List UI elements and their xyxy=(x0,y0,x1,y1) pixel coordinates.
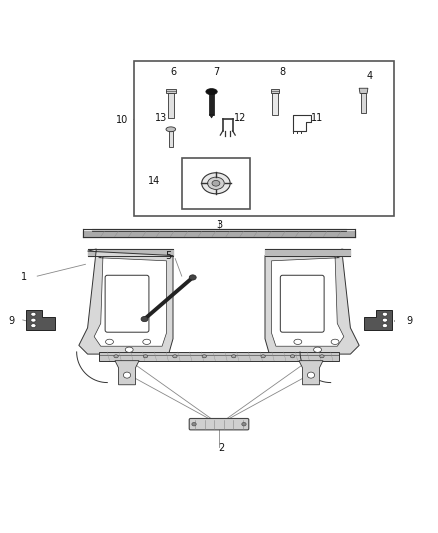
Ellipse shape xyxy=(208,177,224,189)
Polygon shape xyxy=(94,256,166,346)
FancyBboxPatch shape xyxy=(189,418,249,430)
Text: 1: 1 xyxy=(21,272,27,282)
Ellipse shape xyxy=(382,318,388,322)
FancyBboxPatch shape xyxy=(105,275,149,332)
Ellipse shape xyxy=(125,347,133,352)
Ellipse shape xyxy=(382,324,388,328)
Polygon shape xyxy=(169,131,173,147)
Polygon shape xyxy=(99,352,339,361)
Bar xyxy=(182,158,250,209)
Text: 14: 14 xyxy=(148,176,160,186)
Ellipse shape xyxy=(31,318,36,322)
Ellipse shape xyxy=(261,355,265,358)
Text: 6: 6 xyxy=(170,67,176,77)
Ellipse shape xyxy=(114,355,118,358)
Ellipse shape xyxy=(320,355,324,358)
Ellipse shape xyxy=(143,339,151,344)
Text: 2: 2 xyxy=(218,443,224,453)
Polygon shape xyxy=(79,249,173,354)
Ellipse shape xyxy=(192,423,196,426)
Ellipse shape xyxy=(331,339,339,344)
Text: 7: 7 xyxy=(214,67,220,77)
Ellipse shape xyxy=(206,88,217,95)
Ellipse shape xyxy=(307,372,314,378)
Ellipse shape xyxy=(166,127,176,132)
Polygon shape xyxy=(115,361,139,385)
Polygon shape xyxy=(168,93,173,118)
Polygon shape xyxy=(299,361,323,385)
Text: 10: 10 xyxy=(116,115,128,125)
Text: 13: 13 xyxy=(155,112,167,123)
Polygon shape xyxy=(271,89,279,93)
Text: 8: 8 xyxy=(279,67,286,77)
Polygon shape xyxy=(265,249,359,354)
Polygon shape xyxy=(209,93,214,115)
Ellipse shape xyxy=(106,339,113,344)
Polygon shape xyxy=(272,93,278,115)
Polygon shape xyxy=(209,115,214,118)
Polygon shape xyxy=(166,89,176,93)
Text: 4: 4 xyxy=(367,71,373,81)
Text: 5: 5 xyxy=(166,251,172,261)
Polygon shape xyxy=(272,256,344,346)
Ellipse shape xyxy=(201,173,230,194)
Ellipse shape xyxy=(31,324,36,328)
Ellipse shape xyxy=(294,339,302,344)
Ellipse shape xyxy=(242,423,246,426)
Ellipse shape xyxy=(382,312,388,316)
Ellipse shape xyxy=(232,355,236,358)
Ellipse shape xyxy=(173,355,177,358)
Ellipse shape xyxy=(31,312,36,316)
Bar xyxy=(134,61,394,216)
Ellipse shape xyxy=(314,347,321,352)
Ellipse shape xyxy=(143,355,148,358)
Text: 11: 11 xyxy=(311,112,324,123)
Polygon shape xyxy=(359,88,368,93)
Ellipse shape xyxy=(124,372,131,378)
FancyBboxPatch shape xyxy=(280,275,324,332)
Polygon shape xyxy=(361,93,366,113)
Text: 9: 9 xyxy=(8,316,14,326)
Ellipse shape xyxy=(141,317,148,322)
Text: 12: 12 xyxy=(234,112,246,123)
Ellipse shape xyxy=(189,275,196,280)
Ellipse shape xyxy=(202,355,206,358)
Text: 3: 3 xyxy=(216,220,222,230)
Polygon shape xyxy=(26,310,55,330)
Ellipse shape xyxy=(290,355,295,358)
Text: 9: 9 xyxy=(406,316,413,326)
Ellipse shape xyxy=(212,181,220,186)
Polygon shape xyxy=(364,310,392,330)
